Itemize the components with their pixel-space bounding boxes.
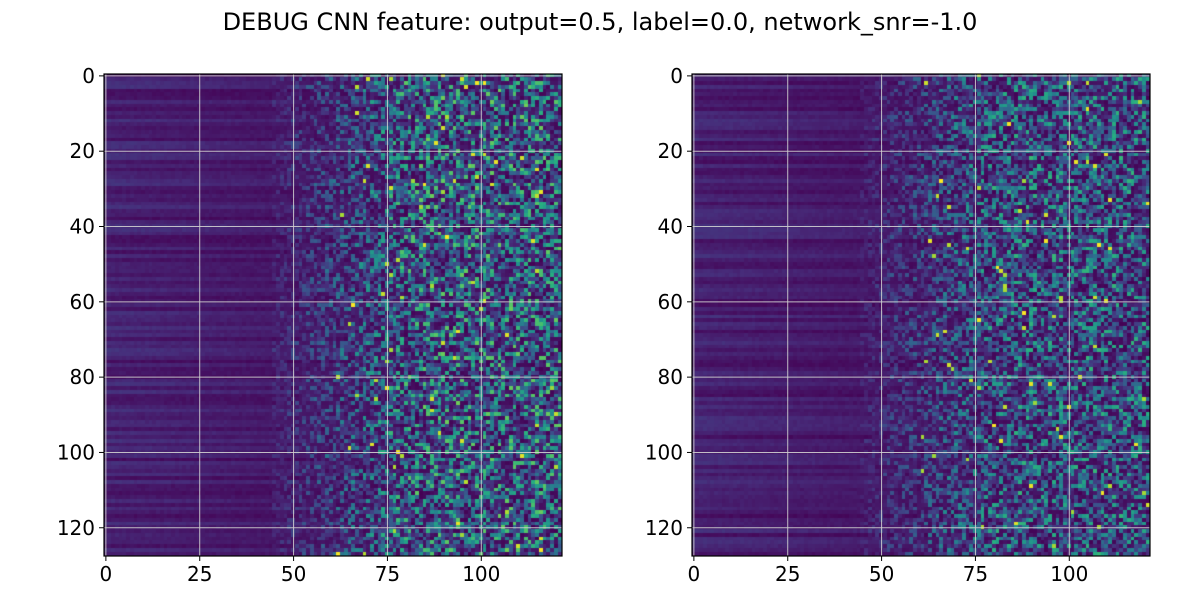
y-tick-label: 120 [645, 516, 683, 540]
y-tick-label: 40 [70, 215, 95, 239]
x-tick-label: 100 [462, 562, 500, 586]
y-tick-label: 40 [658, 215, 683, 239]
heatmap-axes-right: 0 25 50 75 100 0 20 40 60 80 100 120 [645, 64, 1151, 586]
x-tick-label: 75 [963, 562, 988, 586]
heatmap-image-left [104, 74, 562, 556]
x-tick-label: 25 [187, 562, 212, 586]
x-tick-label: 25 [775, 562, 800, 586]
x-tick-label: 0 [100, 562, 113, 586]
axes-frame [691, 73, 1151, 557]
x-tick-label: 50 [281, 562, 306, 586]
y-tick-label: 0 [670, 64, 683, 88]
figure-title: DEBUG CNN feature: output=0.5, label=0.0… [222, 8, 978, 36]
axes-frame [103, 73, 563, 557]
x-tick-label: 100 [1050, 562, 1088, 586]
y-tick-label: 60 [658, 290, 683, 314]
y-tick-label: 0 [82, 64, 95, 88]
y-tick-label: 60 [70, 290, 95, 314]
y-tick-label: 100 [645, 440, 683, 464]
heatmap-axes-left: 0 25 50 75 100 0 20 40 60 80 100 120 [57, 64, 563, 586]
y-tick-label: 100 [57, 440, 95, 464]
y-tick-label: 120 [57, 516, 95, 540]
y-tick-label: 20 [658, 139, 683, 163]
heatmap-panel-right: 0 25 50 75 100 0 20 40 60 80 100 120 [645, 64, 1151, 586]
heatmap-panel-left: 0 25 50 75 100 0 20 40 60 80 100 120 [57, 64, 563, 586]
x-tick-label: 50 [869, 562, 894, 586]
x-tick-label: 0 [688, 562, 701, 586]
y-tick-label: 20 [70, 139, 95, 163]
y-tick-label: 80 [70, 365, 95, 389]
heatmap-image-right [692, 74, 1150, 556]
y-tick-label: 80 [658, 365, 683, 389]
x-tick-label: 75 [375, 562, 400, 586]
